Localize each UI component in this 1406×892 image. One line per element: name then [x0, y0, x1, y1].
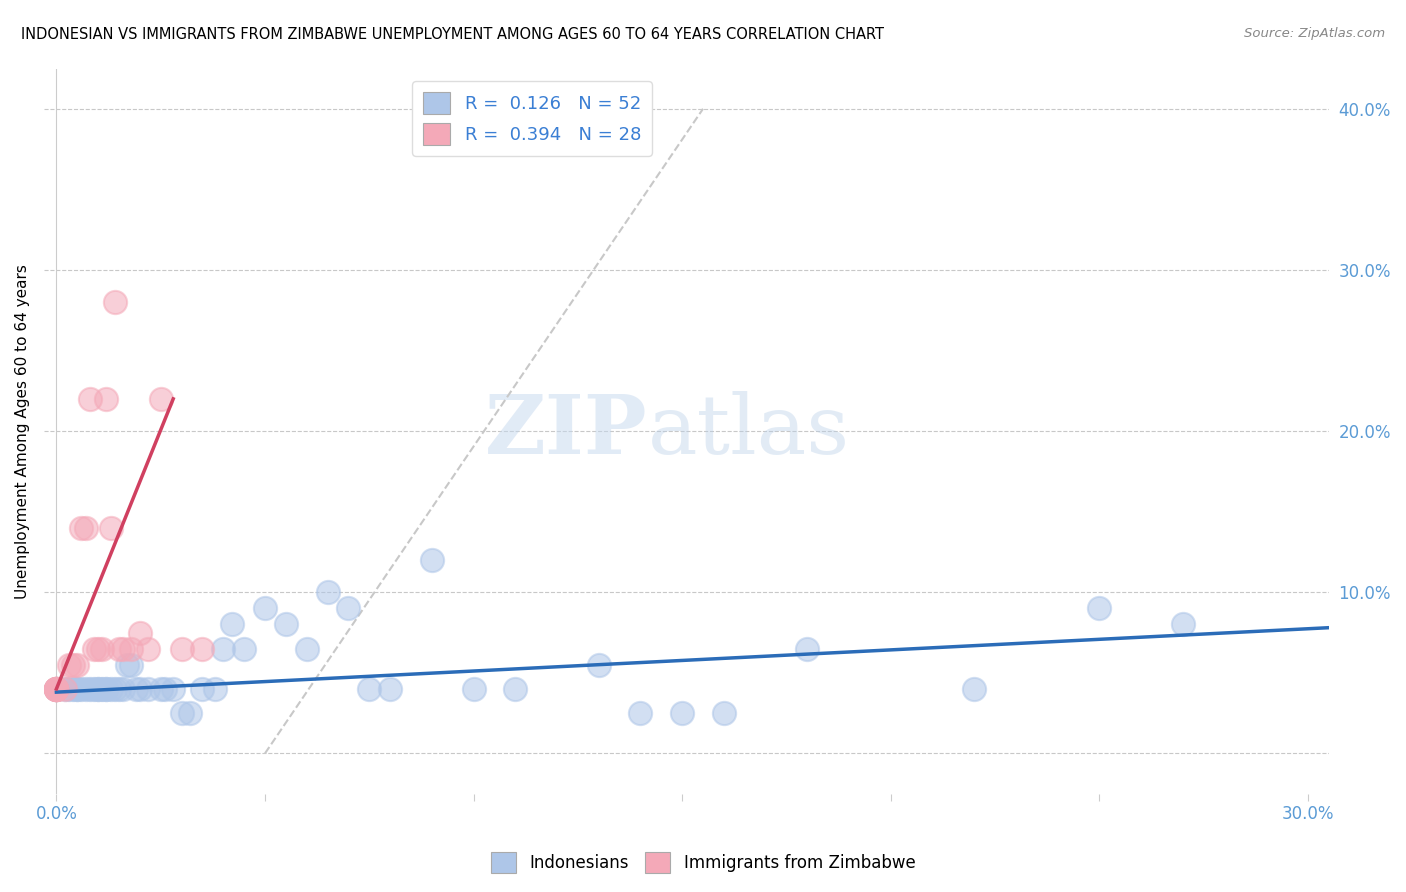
Point — [963, 681, 986, 696]
Point — [359, 681, 381, 696]
Point — [66, 681, 89, 696]
Text: ZIP: ZIP — [485, 391, 648, 471]
Point — [53, 681, 76, 696]
Point — [630, 706, 652, 720]
Point — [62, 657, 84, 672]
Point — [96, 681, 118, 696]
Point — [274, 617, 297, 632]
Point — [87, 681, 110, 696]
Point — [108, 681, 131, 696]
Point — [149, 681, 172, 696]
Point — [100, 521, 122, 535]
Point — [45, 681, 67, 696]
Point — [295, 641, 318, 656]
Point — [112, 641, 135, 656]
Point — [378, 681, 401, 696]
Point — [104, 295, 127, 310]
Legend: Indonesians, Immigrants from Zimbabwe: Indonesians, Immigrants from Zimbabwe — [484, 846, 922, 880]
Point — [149, 392, 172, 406]
Point — [62, 681, 84, 696]
Point — [45, 681, 67, 696]
Point — [79, 681, 101, 696]
Point — [45, 681, 67, 696]
Point — [212, 641, 235, 656]
Point — [91, 641, 114, 656]
Point — [588, 657, 610, 672]
Point — [503, 681, 526, 696]
Point — [179, 706, 201, 720]
Point — [117, 657, 139, 672]
Point — [153, 681, 176, 696]
Point — [463, 681, 485, 696]
Point — [96, 392, 118, 406]
Point — [191, 641, 214, 656]
Point — [253, 601, 276, 615]
Point — [204, 681, 226, 696]
Point — [70, 681, 93, 696]
Point — [713, 706, 735, 720]
Point — [66, 657, 89, 672]
Point — [128, 681, 150, 696]
Point — [221, 617, 243, 632]
Point — [58, 657, 80, 672]
Point — [45, 681, 67, 696]
Point — [671, 706, 693, 720]
Point — [45, 681, 67, 696]
Point — [121, 641, 143, 656]
Point — [1171, 617, 1194, 632]
Point — [170, 706, 193, 720]
Point — [45, 681, 67, 696]
Point — [58, 681, 80, 696]
Point — [108, 641, 131, 656]
Point — [337, 601, 360, 615]
Point — [233, 641, 256, 656]
Text: atlas: atlas — [648, 391, 849, 471]
Point — [1088, 601, 1111, 615]
Y-axis label: Unemployment Among Ages 60 to 64 years: Unemployment Among Ages 60 to 64 years — [15, 264, 30, 599]
Point — [124, 681, 146, 696]
Point — [83, 641, 105, 656]
Legend: R =  0.126   N = 52, R =  0.394   N = 28: R = 0.126 N = 52, R = 0.394 N = 28 — [412, 81, 652, 156]
Point — [53, 681, 76, 696]
Text: Source: ZipAtlas.com: Source: ZipAtlas.com — [1244, 27, 1385, 40]
Point — [45, 681, 67, 696]
Point — [121, 657, 143, 672]
Point — [66, 681, 89, 696]
Point — [162, 681, 184, 696]
Point — [796, 641, 818, 656]
Point — [136, 681, 159, 696]
Point — [96, 681, 118, 696]
Text: INDONESIAN VS IMMIGRANTS FROM ZIMBABWE UNEMPLOYMENT AMONG AGES 60 TO 64 YEARS CO: INDONESIAN VS IMMIGRANTS FROM ZIMBABWE U… — [21, 27, 884, 42]
Point — [45, 681, 67, 696]
Point — [91, 681, 114, 696]
Point — [170, 641, 193, 656]
Point — [83, 681, 105, 696]
Point — [75, 681, 97, 696]
Point — [128, 625, 150, 640]
Point — [87, 681, 110, 696]
Point — [79, 392, 101, 406]
Point — [316, 585, 339, 599]
Point — [70, 521, 93, 535]
Point — [104, 681, 127, 696]
Point — [100, 681, 122, 696]
Point — [420, 553, 443, 567]
Point — [87, 641, 110, 656]
Point — [136, 641, 159, 656]
Point — [75, 521, 97, 535]
Point — [112, 681, 135, 696]
Point — [191, 681, 214, 696]
